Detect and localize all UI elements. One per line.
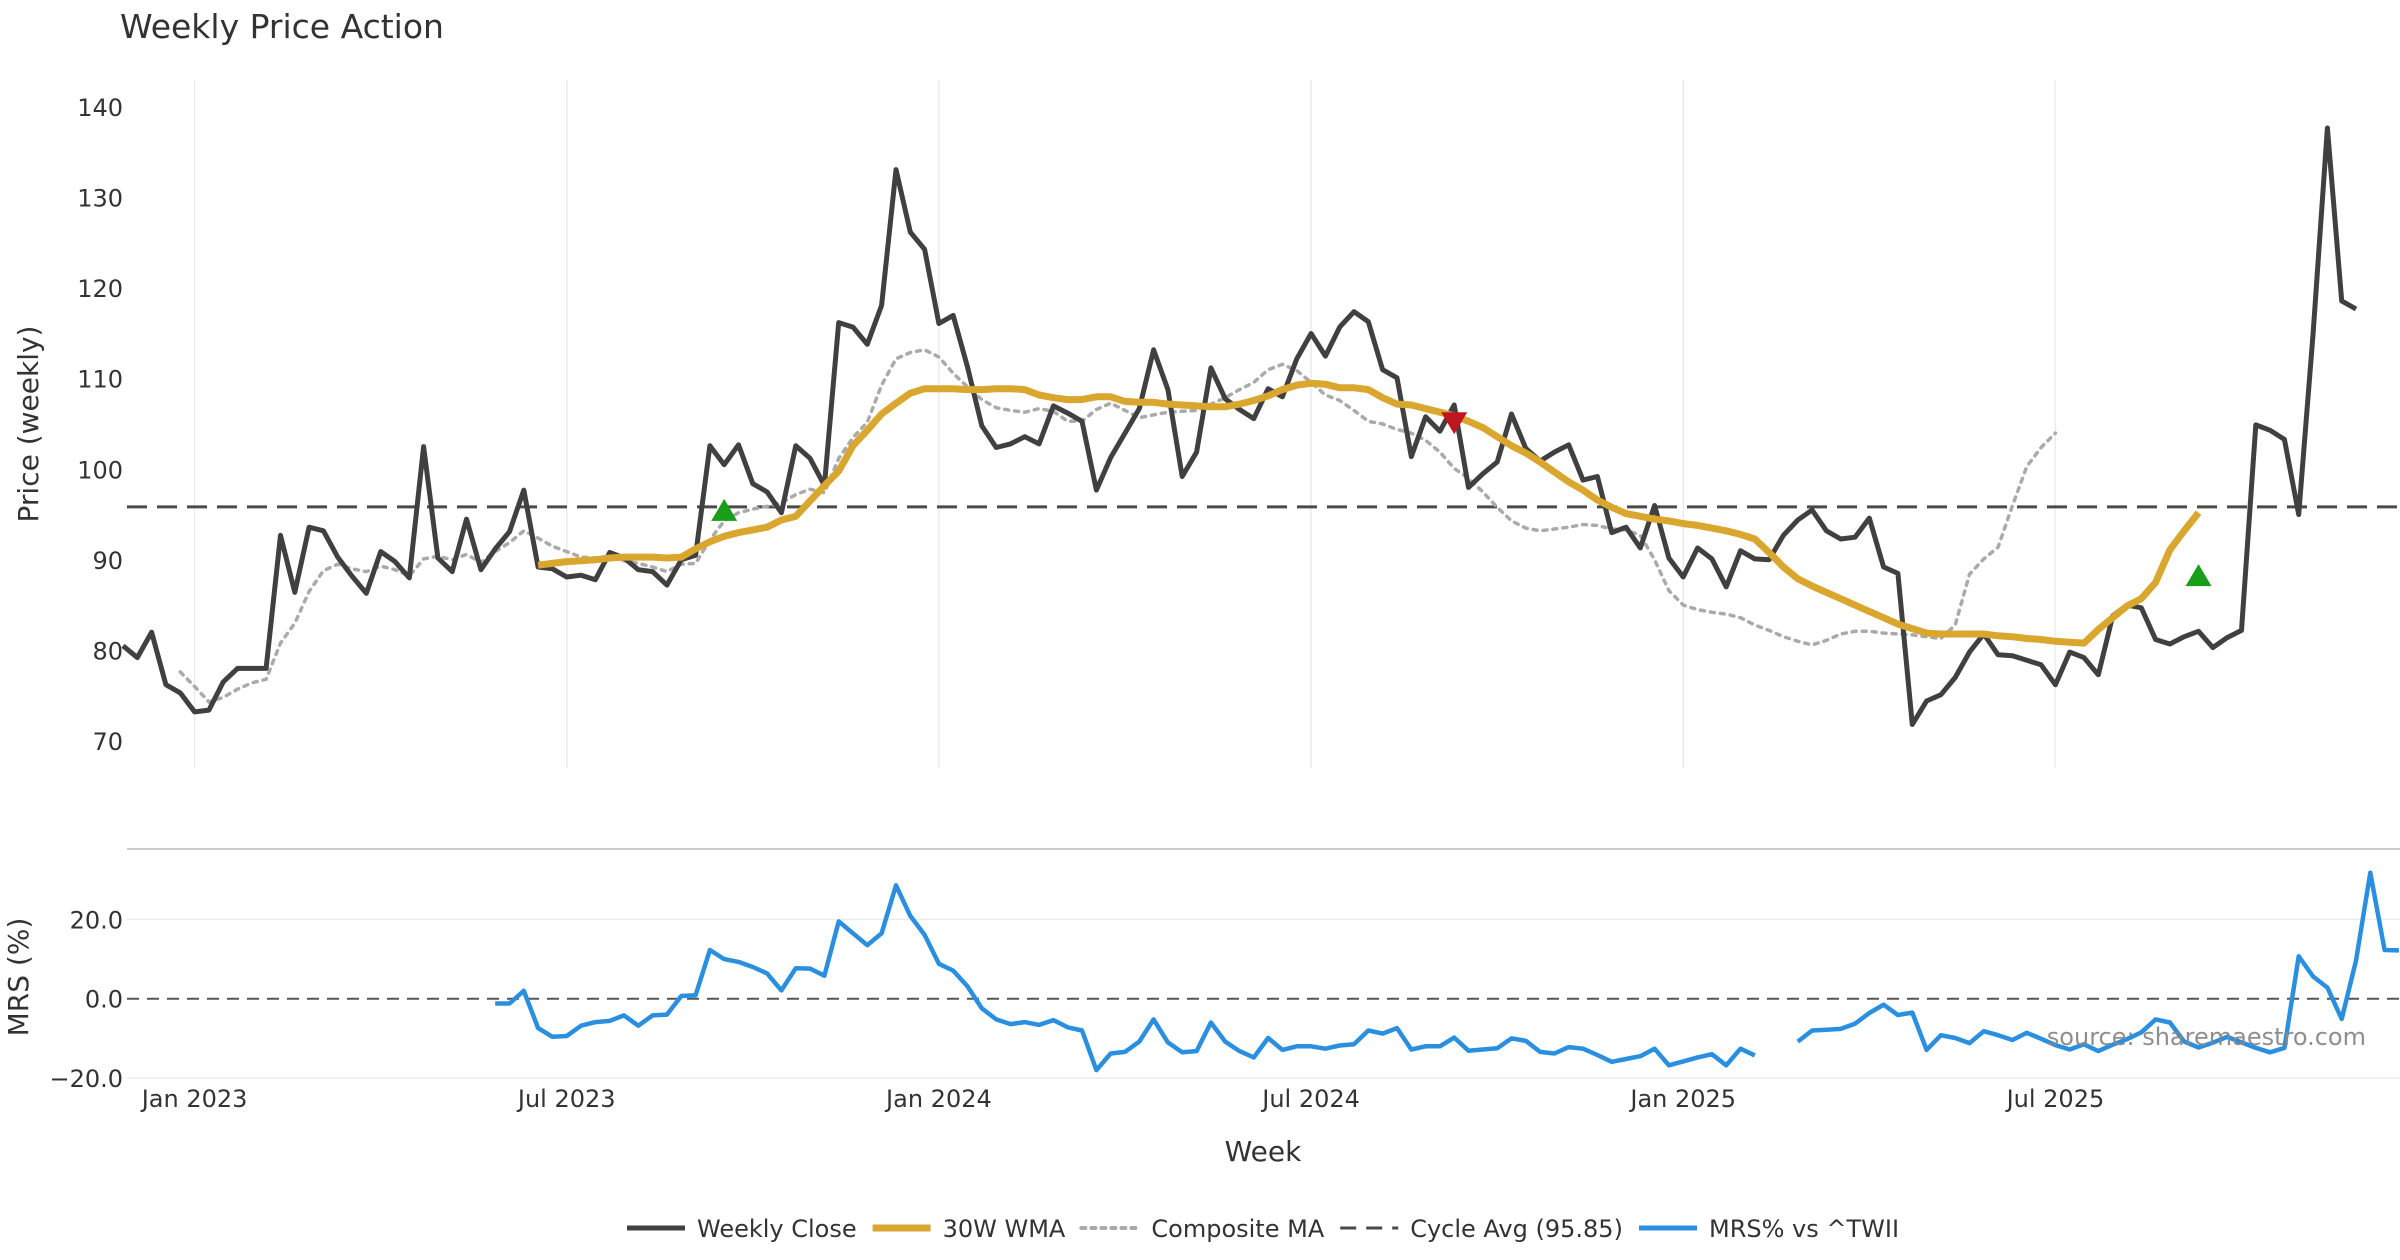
x-tick-label: Jul 2024 [1260, 1085, 1360, 1113]
legend-label: Composite MA [1151, 1215, 1324, 1243]
legend-label: Cycle Avg (95.85) [1410, 1215, 1623, 1243]
legend-entry: Cycle Avg (95.85) [1340, 1215, 1623, 1243]
x-tick-label: Jan 2024 [884, 1085, 992, 1113]
composite-ma-line [178, 347, 2058, 704]
mrs-tick-label: 20.0 [70, 906, 123, 934]
mrs-panel: 20.0 0.0 −20.0 MRS (%) source: sharemaestro.… [2, 870, 2400, 1113]
buy-signal-marker [2185, 564, 2212, 587]
x-tick-label: Jan 2025 [1628, 1085, 1736, 1113]
price-tick-label: 70 [92, 728, 123, 756]
price-tick-label: 130 [77, 185, 123, 213]
buy-signal-marker [711, 498, 738, 521]
x-tick-label: Jul 2023 [516, 1085, 616, 1113]
wma-30w-line [537, 379, 2202, 647]
price-tick-label: 140 [77, 94, 123, 122]
legend-entry: Composite MA [1079, 1215, 1325, 1243]
price-tick-label: 120 [77, 275, 123, 303]
legend-entry: 30W WMA [872, 1215, 1066, 1243]
mrs-line [495, 870, 2399, 1073]
price-tick-label: 80 [92, 637, 123, 665]
legend-label: MRS% vs ^TWII [1709, 1215, 1899, 1243]
price-tick-label: 110 [77, 366, 123, 394]
sell-signal-marker [1441, 412, 1468, 435]
price-tick-label: 90 [92, 547, 123, 575]
mrs-tick-label: 0.0 [85, 986, 123, 1014]
x-tick-label: Jul 2025 [2005, 1085, 2105, 1113]
mrs-tick-label: −20.0 [49, 1065, 123, 1093]
legend-label: 30W WMA [943, 1215, 1066, 1243]
legend-entry: MRS% vs ^TWII [1639, 1215, 1899, 1243]
price-axis-label: Price (weekly) [12, 326, 45, 523]
x-tick-label: Jan 2023 [140, 1085, 248, 1113]
mrs-axis-label: MRS (%) [2, 918, 35, 1037]
legend: Weekly Close 30W WMA Composite MA Cycle Avg… [627, 1215, 1899, 1243]
legend-entry: Weekly Close [627, 1215, 857, 1243]
chart-title: Weekly Price Action [120, 7, 444, 46]
price-tick-label: 100 [77, 456, 123, 484]
price-panel: 70 80 90 100 110 120 130 140 Price (weekly) [12, 80, 2400, 768]
x-axis-label: Week [1225, 1135, 1302, 1168]
watermark: source: sharemaestro.com [2047, 1023, 2366, 1051]
legend-label: Weekly Close [697, 1215, 857, 1243]
